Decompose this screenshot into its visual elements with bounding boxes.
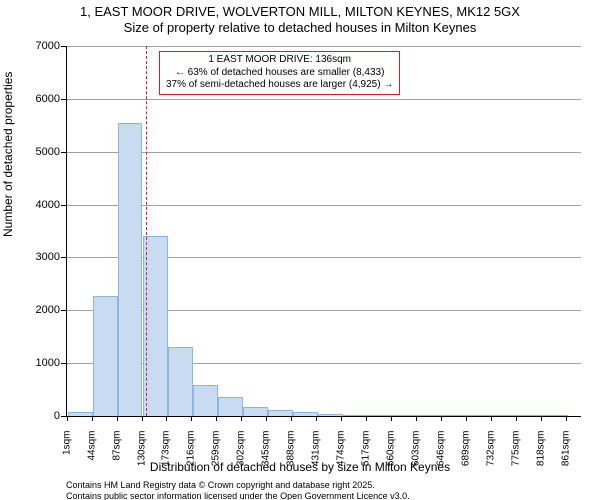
x-tick-mark <box>341 416 342 421</box>
x-axis-label-text: Distribution of detached houses by size … <box>150 460 450 474</box>
histogram-bar <box>418 415 443 416</box>
histogram-bar <box>93 296 118 417</box>
title-line-2: Size of property relative to detached ho… <box>0 20 600 36</box>
y-tick-label: 5000 <box>36 146 60 158</box>
credits: Contains HM Land Registry data © Crown c… <box>66 480 410 500</box>
x-tick-mark <box>191 416 192 421</box>
histogram-bar <box>543 415 568 416</box>
histogram-bar <box>443 415 468 416</box>
y-tick-label: 6000 <box>36 93 60 105</box>
gridline <box>67 46 581 47</box>
histogram-bar <box>393 415 418 416</box>
x-tick-mark <box>516 416 517 421</box>
gridline <box>67 152 581 153</box>
x-tick-mark <box>266 416 267 421</box>
reference-line <box>146 46 148 416</box>
histogram-bar <box>268 410 293 416</box>
annotation-line-1: 1 EAST MOOR DRIVE: 136sqm <box>166 54 393 67</box>
annotation-box: 1 EAST MOOR DRIVE: 136sqm← 63% of detach… <box>159 51 400 95</box>
x-tick-mark <box>67 416 68 421</box>
x-tick-mark <box>92 416 93 421</box>
x-tick-mark <box>166 416 167 421</box>
gridline <box>67 416 581 417</box>
x-tick-mark <box>316 416 317 421</box>
histogram-bar <box>468 415 493 416</box>
credit-line-2: Contains public sector information licen… <box>66 491 410 500</box>
y-tick-label: 1000 <box>36 357 60 369</box>
gridline <box>67 99 581 100</box>
histogram-bar <box>518 415 543 416</box>
y-tick-label: 0 <box>54 410 60 422</box>
chart-container: 1, EAST MOOR DRIVE, WOLVERTON MILL, MILT… <box>0 0 600 500</box>
x-tick-mark <box>241 416 242 421</box>
title-line-1: 1, EAST MOOR DRIVE, WOLVERTON MILL, MILT… <box>0 4 600 20</box>
y-tick-label: 7000 <box>36 40 60 52</box>
credit-line-1: Contains HM Land Registry data © Crown c… <box>66 480 410 491</box>
histogram-bar <box>168 347 193 416</box>
histogram-bar <box>243 407 268 416</box>
y-tick-label: 2000 <box>36 304 60 316</box>
x-tick-mark <box>491 416 492 421</box>
annotation-line-3: 37% of semi-detached houses are larger (… <box>166 79 393 92</box>
y-tick-label: 3000 <box>36 251 60 263</box>
annotation-line-2: ← 63% of detached houses are smaller (8,… <box>166 67 393 80</box>
gridline <box>67 205 581 206</box>
x-tick-mark <box>291 416 292 421</box>
x-axis-label: Distribution of detached houses by size … <box>0 460 600 474</box>
x-tick-mark <box>391 416 392 421</box>
chart-title: 1, EAST MOOR DRIVE, WOLVERTON MILL, MILT… <box>0 4 600 37</box>
x-tick-mark <box>117 416 118 421</box>
x-tick-mark <box>216 416 217 421</box>
x-tick-mark <box>541 416 542 421</box>
y-axis-label-text: Number of detached properties <box>1 72 15 237</box>
x-tick-mark <box>416 416 417 421</box>
x-tick-mark <box>366 416 367 421</box>
histogram-bar <box>218 397 243 416</box>
histogram-bar <box>368 415 393 416</box>
y-axis-label: Number of detached properties <box>1 72 15 237</box>
histogram-bar <box>318 414 343 416</box>
histogram-bar <box>68 412 93 416</box>
histogram-bar <box>493 415 518 416</box>
x-tick-mark <box>441 416 442 421</box>
histogram-bar <box>293 412 318 416</box>
x-tick-mark <box>466 416 467 421</box>
plot-area: 1 EAST MOOR DRIVE: 136sqm← 63% of detach… <box>66 46 581 417</box>
histogram-bar <box>118 123 143 416</box>
histogram-bar <box>343 415 368 416</box>
x-tick-mark <box>566 416 567 421</box>
y-tick-label: 4000 <box>36 199 60 211</box>
x-tick-mark <box>142 416 143 421</box>
histogram-bar <box>193 385 218 416</box>
